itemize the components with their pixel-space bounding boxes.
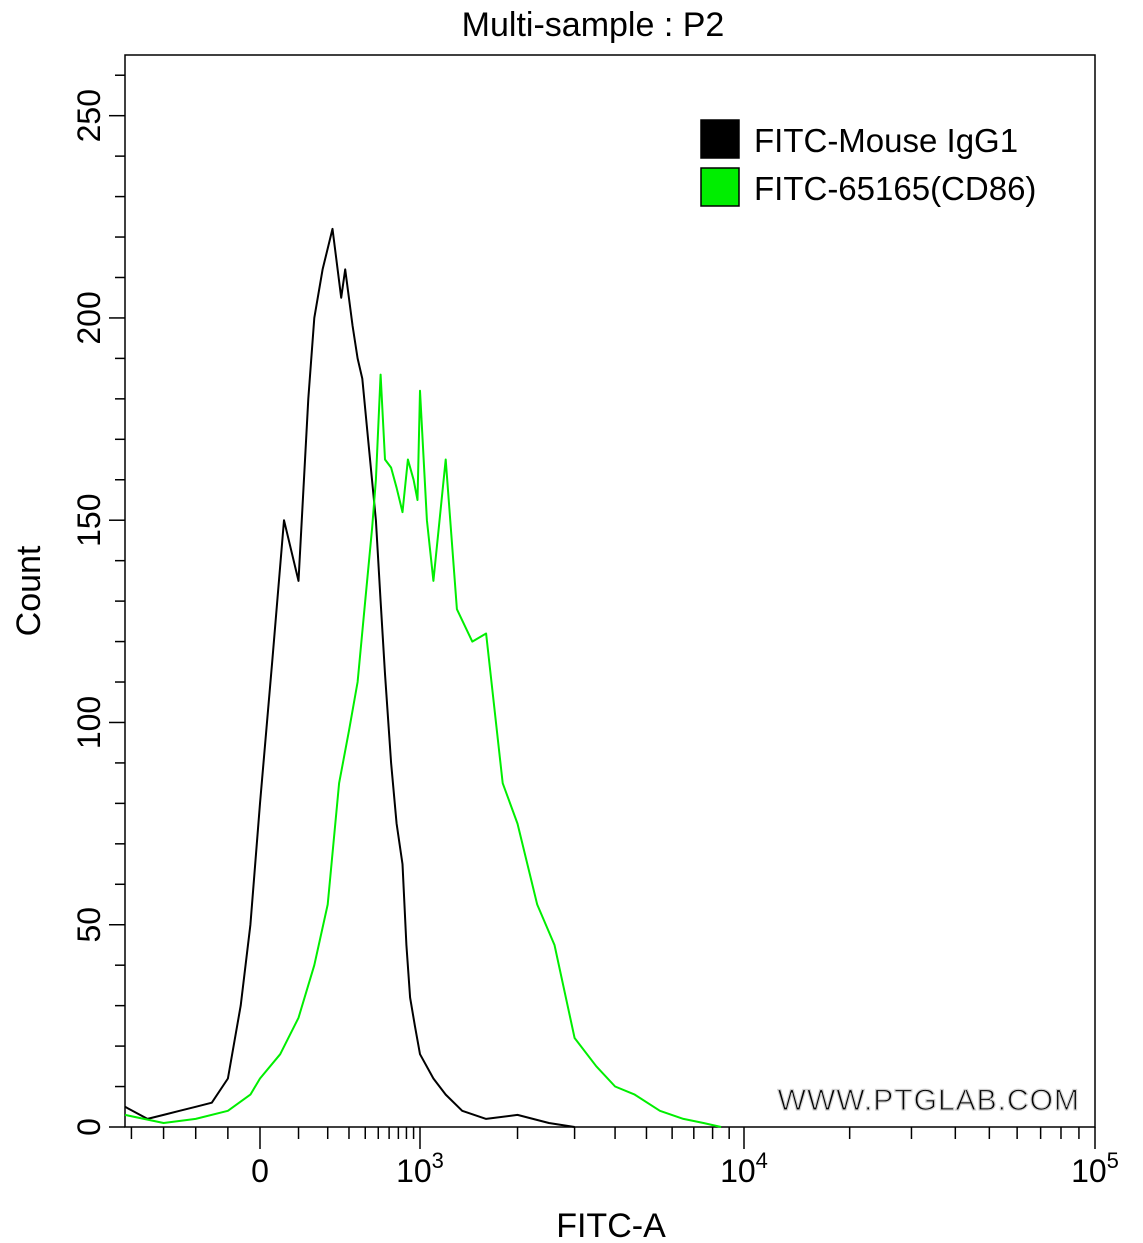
y-axis-label: Count xyxy=(10,545,48,636)
y-axis: 0 50 100 150 200 250 xyxy=(71,74,125,1136)
y-tick-label: 50 xyxy=(71,907,107,943)
series-layer xyxy=(124,227,722,1128)
legend-swatch xyxy=(700,167,740,207)
y-tick-label: 100 xyxy=(71,696,107,749)
y-tick-label: 200 xyxy=(71,291,107,344)
x-axis-label: FITC-A xyxy=(556,1207,666,1243)
legend: FITC-Mouse IgG1 FITC-65165(CD86) xyxy=(700,119,1036,207)
plot-frame xyxy=(124,54,1096,1128)
watermark: WWW.PTGLAB.COM xyxy=(778,1084,1080,1117)
chart-title: Multi-sample : P2 xyxy=(462,6,725,44)
y-tick-label: 0 xyxy=(71,1118,107,1136)
x-tick-label: 103 xyxy=(396,1148,444,1189)
legend-label: FITC-Mouse IgG1 xyxy=(754,122,1018,159)
y-tick-label: 250 xyxy=(71,89,107,142)
series-line-isotype xyxy=(124,227,575,1128)
series-line-cd86 xyxy=(124,373,722,1128)
legend-swatch xyxy=(700,119,740,159)
y-tick-label: 150 xyxy=(71,494,107,547)
x-tick-label: 104 xyxy=(720,1148,768,1189)
legend-label: FITC-65165(CD86) xyxy=(754,170,1036,207)
x-tick-label: 105 xyxy=(1071,1148,1119,1189)
x-tick-label: 0 xyxy=(251,1153,269,1189)
x-axis: 0 103 104 105 xyxy=(130,1127,1119,1189)
